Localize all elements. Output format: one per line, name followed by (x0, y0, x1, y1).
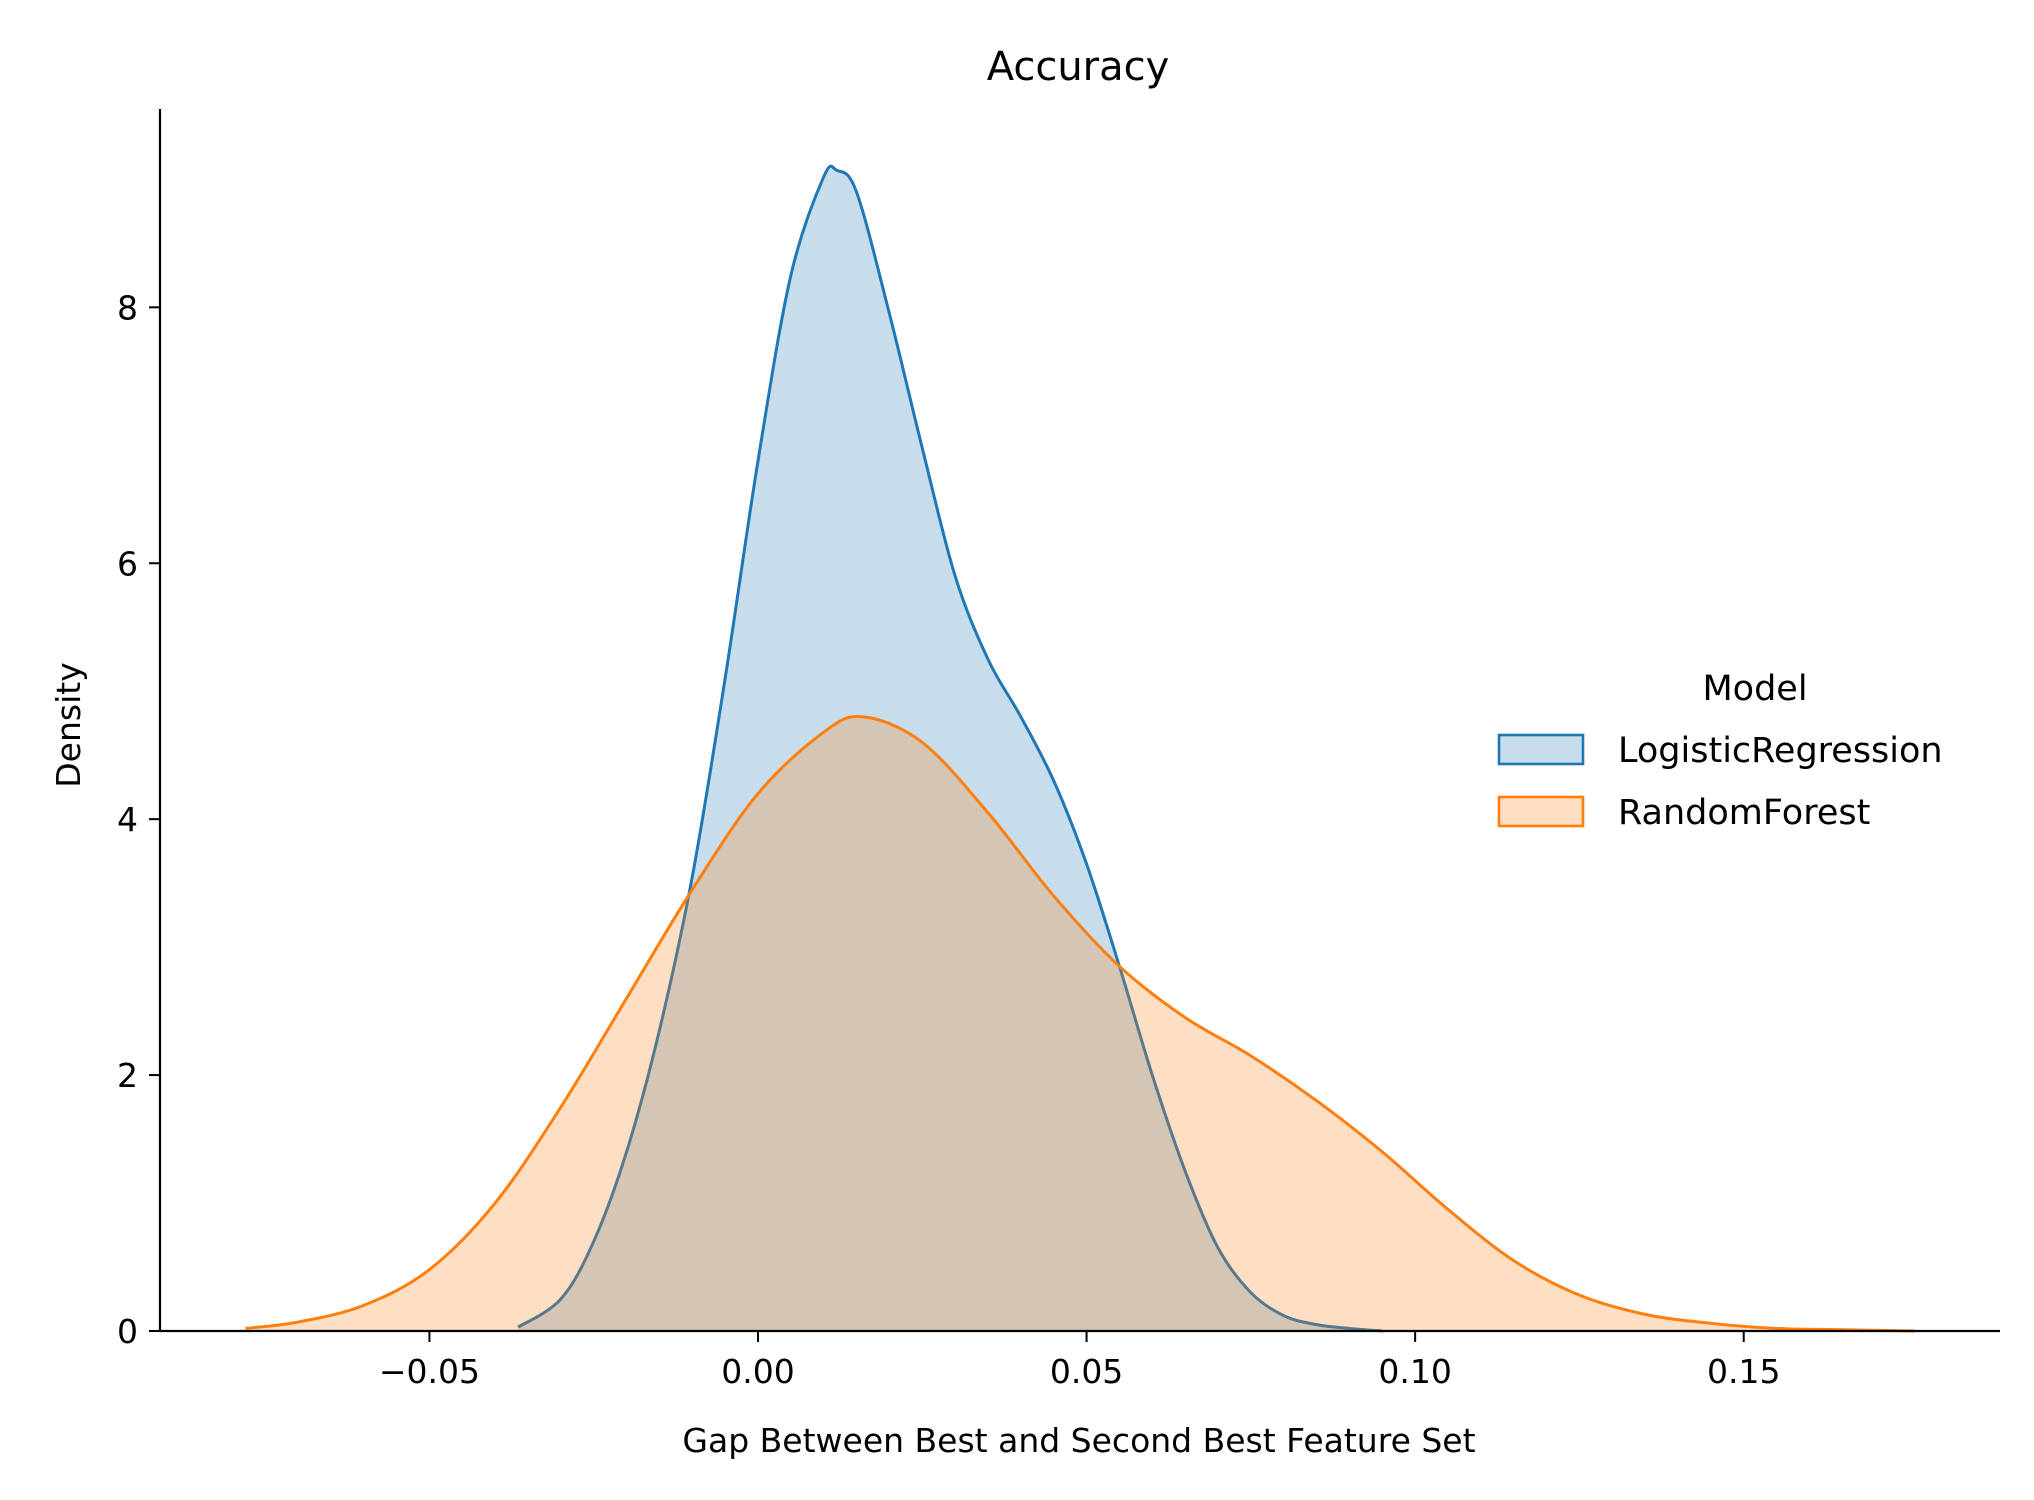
chart-title: Accuracy (987, 44, 1170, 90)
series-line-1 (245, 714, 1915, 1333)
legend-label-0: LogisticRegression (1618, 731, 1943, 771)
y-tick-label: 0 (117, 1312, 138, 1351)
y-tick-label: 2 (117, 1056, 138, 1095)
y-tick-label: 6 (117, 544, 138, 583)
legend-label-1: RandomForest (1618, 793, 1870, 833)
series-layer (245, 164, 1915, 1333)
y-axis-label: Density (49, 662, 88, 787)
x-tick-label: 0.15 (1707, 1352, 1780, 1391)
x-axis-label: Gap Between Best and Second Best Feature… (682, 1421, 1475, 1460)
legend-swatch-1 (1497, 795, 1585, 828)
x-tick-label: 0.10 (1378, 1352, 1451, 1391)
legend-items: LogisticRegression RandomForest (1497, 731, 1943, 833)
legend: Model LogisticRegression RandomForest (1497, 669, 1943, 833)
x-tick-label: 0.05 (1050, 1352, 1123, 1391)
y-tick-label: 8 (117, 288, 138, 327)
y-ticks: 0 2 4 6 8 (117, 288, 160, 1351)
series-line-0 (517, 164, 1383, 1333)
x-tick-label: 0.00 (721, 1352, 794, 1391)
y-tick-label: 4 (117, 800, 138, 839)
x-tick-label: −0.05 (379, 1352, 480, 1391)
legend-title: Model (1702, 669, 1807, 709)
legend-swatch-0 (1497, 733, 1585, 766)
series-area-0 (518, 166, 1383, 1332)
series-area-1 (245, 716, 1915, 1331)
x-ticks: −0.05 0.00 0.05 0.10 0.15 (379, 1331, 1780, 1391)
